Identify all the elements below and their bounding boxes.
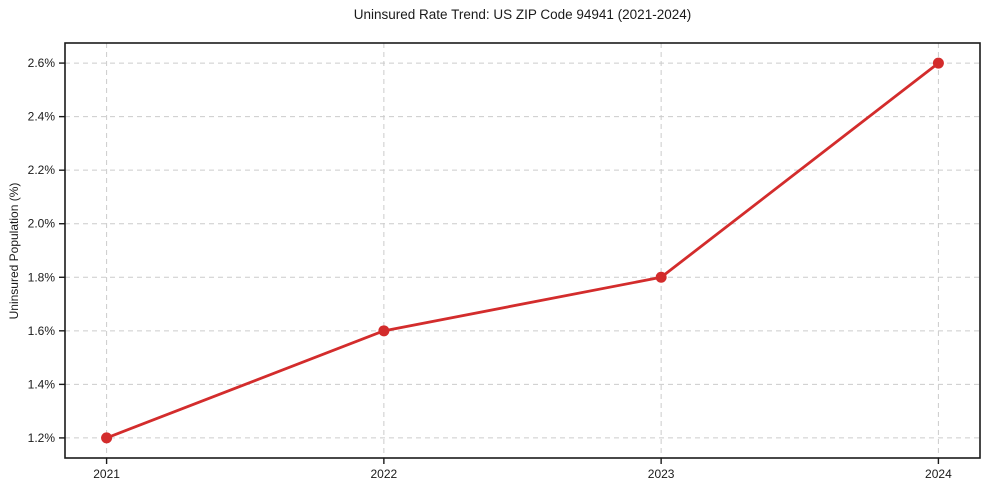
y-tick-label: 1.4% [28, 377, 56, 391]
y-tick-label: 1.6% [28, 324, 56, 338]
data-point-marker [378, 325, 390, 337]
y-tick-label: 2.0% [28, 217, 56, 231]
x-tick-label: 2022 [371, 467, 398, 481]
data-point-marker [932, 57, 944, 69]
data-point-marker [655, 271, 667, 283]
y-axis-label: Uninsured Population (%) [7, 182, 21, 320]
x-tick-label: 2023 [648, 467, 675, 481]
trend-line [105, 61, 940, 440]
x-tick-label: 2024 [925, 467, 952, 481]
y-tick-label: 2.4% [28, 110, 56, 124]
y-tick-label: 2.6% [28, 56, 56, 70]
data-point-marker [101, 432, 113, 444]
y-tick-label: 2.2% [28, 163, 56, 177]
plot-border [64, 42, 981, 459]
x-tick-label: 2021 [93, 467, 120, 481]
y-tick-label: 1.8% [28, 270, 56, 284]
chart-title: Uninsured Rate Trend: US ZIP Code 94941 … [353, 7, 692, 22]
y-tick-label: 1.2% [28, 431, 56, 445]
